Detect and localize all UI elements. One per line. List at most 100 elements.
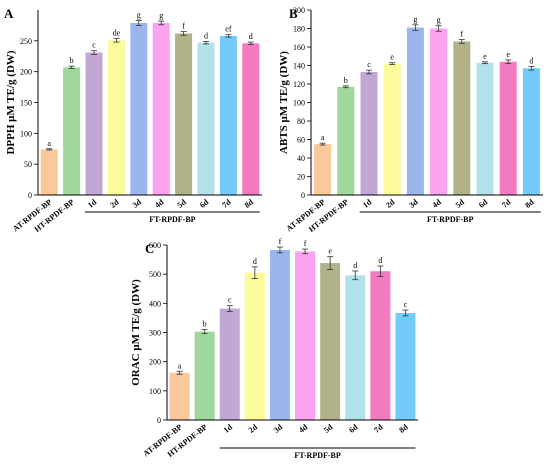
- bar-2d: [244, 272, 265, 420]
- x-tick-label: 4d: [153, 197, 166, 210]
- y-tick-label: 250: [20, 37, 32, 46]
- y-tick-label: 150: [20, 99, 32, 108]
- significance-label: d: [529, 56, 533, 65]
- y-tick-label: 50: [24, 160, 32, 169]
- significance-label: e: [483, 52, 487, 61]
- bar-6d: [197, 42, 215, 195]
- bar-8d: [242, 43, 260, 195]
- y-tick-label: 200: [293, 6, 305, 15]
- bar-3d: [269, 249, 290, 420]
- bar-7d: [499, 61, 517, 195]
- y-axis-title: ABTS μM TE/g (DW): [278, 51, 290, 154]
- chart-panel-b: B ABTS μM TE/g (DW) 0 20 40 60 80 100 120 140 160 1…: [278, 6, 543, 234]
- bar-5d: [320, 263, 341, 420]
- significance-label: d: [249, 32, 253, 41]
- significance-label: a: [47, 139, 51, 148]
- panel-letter: B: [289, 6, 298, 21]
- y-tick-label: 180: [293, 25, 305, 34]
- x-tick-label: 8d: [523, 197, 536, 210]
- significance-label: b: [70, 56, 74, 65]
- bar-2d: [107, 40, 125, 195]
- y-tick-label: 60: [297, 136, 305, 145]
- x-tick-label: 8d: [243, 197, 256, 210]
- bar-5d: [175, 33, 193, 195]
- x-tick-label: 4d: [431, 197, 444, 210]
- significance-label: e: [390, 53, 394, 62]
- bar-2d: [383, 63, 401, 196]
- y-tick-label: 500: [149, 270, 161, 279]
- significance-label: f: [182, 22, 185, 31]
- y-tick-label: 0: [301, 191, 305, 200]
- y-tick-label: 40: [297, 154, 305, 163]
- x-tick-label: 2d: [384, 197, 397, 210]
- y-tick-label: 0: [28, 191, 32, 200]
- x-tick-label: 1d: [361, 197, 374, 210]
- significance-label: de: [113, 28, 121, 37]
- significance-label: b: [344, 76, 348, 85]
- significance-label: d: [353, 261, 357, 270]
- x-tick-label: 6d: [347, 422, 360, 435]
- significance-label: c: [228, 296, 232, 305]
- significance-label: f: [460, 30, 463, 39]
- bar-4d: [430, 28, 448, 195]
- y-tick-label: 100: [149, 387, 161, 396]
- y-tick-label: 100: [293, 99, 305, 108]
- significance-label: d: [204, 31, 208, 40]
- x-tick-label: 6d: [477, 197, 490, 210]
- significance-label: a: [321, 133, 325, 142]
- significance-label: g: [137, 10, 141, 19]
- bar-ht-rpdf-bp: [194, 331, 215, 420]
- x-tick-label: 1d: [86, 197, 99, 210]
- x-tick-label: 5d: [322, 422, 335, 435]
- significance-label: c: [404, 300, 408, 309]
- bar-1d: [360, 71, 378, 195]
- bar-ht-rpdf-bp: [63, 67, 81, 195]
- y-tick-label: 140: [293, 62, 305, 71]
- panel-letter: C: [145, 241, 154, 256]
- x-tick-label: 2d: [247, 422, 260, 435]
- group-label: FT-RPDF-BP: [149, 215, 195, 224]
- x-tick-label: 5d: [176, 197, 189, 210]
- bar-6d: [476, 62, 494, 195]
- significance-label: c: [367, 60, 371, 69]
- group-label: FT-RPDF-BP: [294, 451, 340, 460]
- x-tick-label: 2d: [108, 197, 121, 210]
- significance-label: e: [328, 247, 332, 256]
- bar-at-rpdf-bp: [314, 144, 332, 195]
- x-tick-label: 5d: [454, 197, 467, 210]
- y-tick-label: 160: [293, 43, 305, 52]
- y-tick-label: 300: [149, 329, 161, 338]
- significance-label: g: [437, 16, 441, 25]
- y-axis-title: DPPH μM TE/g (DW): [5, 50, 17, 154]
- bar-3d: [406, 27, 424, 196]
- y-tick-label: 200: [149, 358, 161, 367]
- significance-label: d: [253, 257, 257, 266]
- x-tick-label: 7d: [372, 422, 385, 435]
- bar-1d: [219, 308, 240, 420]
- x-tick-label: 7d: [220, 197, 233, 210]
- significance-label: b: [203, 320, 207, 329]
- significance-label: f: [279, 237, 282, 246]
- bar-8d: [395, 312, 416, 420]
- significance-label: e: [506, 50, 510, 59]
- y-tick-label: 0: [157, 416, 161, 425]
- bar-8d: [522, 68, 540, 195]
- bar-1d: [85, 52, 103, 195]
- y-tick-label: 100: [20, 129, 32, 138]
- y-tick-label: 120: [293, 80, 305, 89]
- group-label: FT-RPDF-BP: [427, 215, 473, 224]
- x-tick-label: 1d: [222, 422, 235, 435]
- significance-label: d: [378, 256, 382, 265]
- bar-at-rpdf-bp: [169, 372, 190, 420]
- significance-label: ef: [225, 25, 232, 34]
- significance-label: a: [178, 361, 182, 370]
- bar-6d: [345, 275, 366, 420]
- y-tick-label: 200: [20, 68, 32, 77]
- x-tick-label: 3d: [131, 197, 144, 210]
- y-tick-label: 400: [149, 299, 161, 308]
- x-tick-label: 7d: [500, 197, 513, 210]
- y-tick-label: 80: [297, 117, 305, 126]
